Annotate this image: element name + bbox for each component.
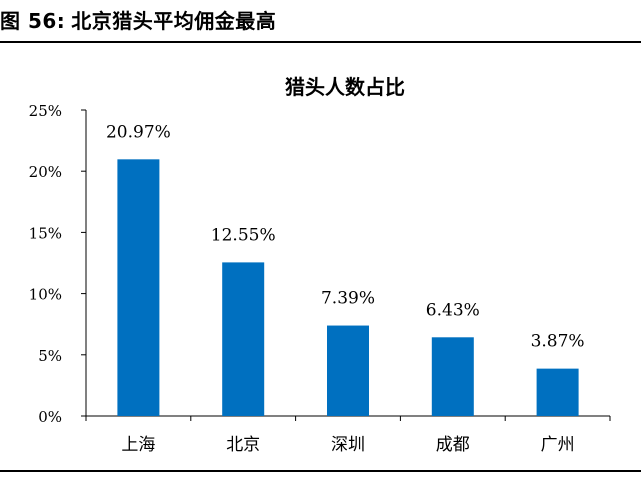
bar-3 [327, 325, 369, 416]
data-label-3: 7.39% [321, 289, 375, 309]
bar-5 [536, 368, 579, 416]
figure-title: 北京猎头平均佣金最高 [71, 9, 277, 33]
x-axis [85, 415, 611, 421]
data-label-5: 3.87% [531, 332, 585, 352]
x-labels-group: 上海 北京 深圳 成都 广州 [121, 435, 574, 455]
y-tick-label: 0% [38, 408, 62, 426]
bar-1 [117, 159, 160, 416]
y-tick-label: 25% [29, 102, 62, 120]
y-tick-label: 5% [38, 347, 62, 365]
data-label-1: 20.97% [106, 122, 171, 142]
data-label-4: 6.43% [426, 300, 480, 320]
x-tick-label-2: 北京 [226, 435, 260, 455]
bars-group [117, 159, 579, 416]
y-tick-label: 10% [29, 286, 62, 304]
x-tick-label-1: 上海 [121, 435, 155, 455]
chart-title: 猎头人数占比 [285, 75, 405, 99]
data-labels-group: 20.97% 12.55% 7.39% 6.43% 3.87% [106, 122, 585, 351]
figure-number: 图 56: [0, 9, 66, 33]
x-tick-label-3: 深圳 [331, 435, 365, 455]
bar-4 [431, 337, 474, 416]
x-tick-label-5: 广州 [541, 435, 575, 455]
bar-2 [222, 262, 265, 416]
y-tick-label: 20% [29, 163, 62, 181]
bottom-rule [0, 470, 641, 472]
top-rule [0, 41, 641, 43]
x-tick-label-4: 成都 [436, 435, 470, 455]
data-label-2: 12.55% [211, 225, 276, 245]
y-tick-label: 15% [29, 224, 62, 242]
figure-caption: 图 56: 北京猎头平均佣金最高 [0, 4, 641, 38]
y-axis: 0% 5% 10% 15% 20% 25% [29, 102, 87, 426]
